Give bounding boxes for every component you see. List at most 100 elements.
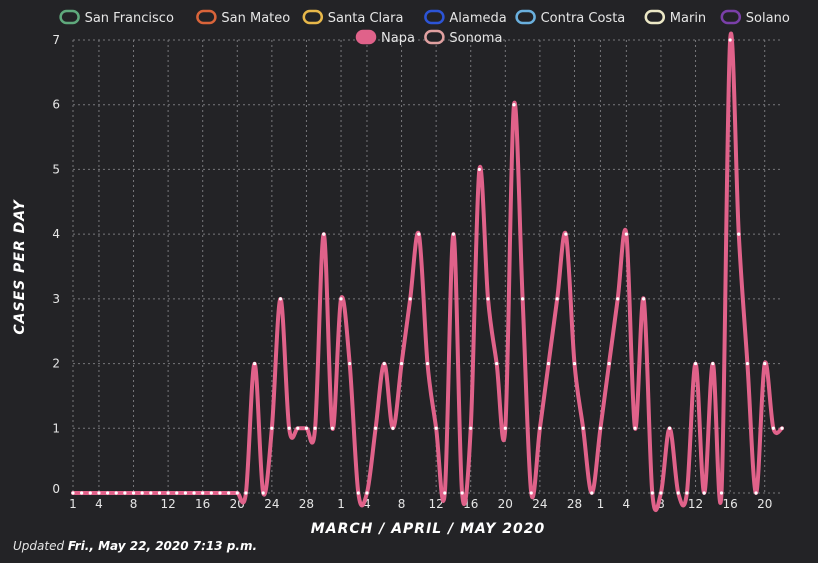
data-point[interactable] [201,491,205,495]
data-point[interactable] [521,297,525,301]
data-point[interactable] [131,491,136,495]
data-point[interactable] [512,103,516,107]
legend-item-contra-costa[interactable]: Contra Costa [515,9,626,26]
data-point[interactable] [339,297,343,301]
data-point[interactable] [88,491,92,495]
data-point[interactable] [252,361,257,366]
data-point[interactable] [80,491,84,495]
data-point[interactable] [763,361,767,366]
data-point[interactable] [616,297,620,301]
data-point[interactable] [685,491,689,495]
data-point[interactable] [711,361,715,366]
legend-item-san-mateo[interactable]: San Mateo [196,9,290,26]
data-point[interactable] [659,491,663,495]
data-point[interactable] [313,426,317,430]
data-point[interactable] [676,491,680,495]
chart-grid [72,39,782,494]
data-point[interactable] [642,297,646,301]
data-point[interactable] [546,361,551,366]
legend-item-napa[interactable]: Napa [355,29,415,46]
legend[interactable]: San Francisco San Mateo Santa Clara Alameda… [59,9,790,46]
data-point[interactable] [192,491,196,495]
data-point[interactable] [477,167,481,172]
data-point[interactable] [460,491,464,495]
data-point[interactable] [157,491,162,495]
data-point[interactable] [780,426,784,430]
data-point[interactable] [322,232,326,236]
data-point[interactable] [71,491,75,495]
data-point[interactable] [287,426,291,430]
x-tick-label: 20 [498,497,513,511]
data-point[interactable] [399,361,404,366]
data-point[interactable] [123,491,127,495]
data-point[interactable] [719,491,724,495]
data-point[interactable] [572,361,577,366]
data-point[interactable] [304,426,309,430]
data-point[interactable] [443,491,447,495]
data-point[interactable] [771,426,775,430]
data-point[interactable] [166,491,170,495]
data-point[interactable] [581,426,585,430]
data-point[interactable] [503,426,507,430]
data-point[interactable] [227,491,231,495]
data-point[interactable] [244,491,248,495]
data-point[interactable] [209,491,213,495]
data-point[interactable] [408,297,412,301]
data-point[interactable] [348,361,352,366]
data-point[interactable] [555,297,559,301]
data-point[interactable] [434,426,438,430]
data-point[interactable] [149,491,153,495]
data-point[interactable] [356,491,360,495]
data-point[interactable] [754,491,758,495]
legend-item-sonoma[interactable]: Sonoma [424,29,502,46]
data-point[interactable] [538,426,542,430]
data-point[interactable] [650,491,654,495]
data-point[interactable] [365,491,369,495]
data-point[interactable] [486,297,490,301]
data-point[interactable] [624,232,628,236]
legend-label: San Mateo [221,11,290,26]
data-point[interactable] [702,491,706,495]
data-point[interactable] [425,361,430,366]
data-point[interactable] [278,297,283,301]
data-point[interactable] [469,426,473,430]
data-point[interactable] [97,491,101,495]
legend-item-santa-clara[interactable]: Santa Clara [302,9,404,26]
data-point[interactable] [296,426,300,430]
data-point[interactable] [183,491,188,495]
data-point[interactable] [693,361,698,366]
data-point[interactable] [495,361,499,366]
data-point[interactable] [607,361,611,366]
data-point[interactable] [235,491,239,495]
legend-item-alameda[interactable]: Alameda [424,9,507,26]
legend-label: Contra Costa [541,11,626,26]
data-point[interactable] [529,491,533,495]
data-point[interactable] [114,491,118,495]
data-point[interactable] [667,426,672,430]
data-point[interactable] [330,426,334,430]
y-tick-label: 1 [52,421,60,435]
legend-item-solano[interactable]: Solano [720,9,790,26]
data-point[interactable] [391,426,395,430]
data-point[interactable] [745,361,750,366]
data-point[interactable] [175,491,179,495]
data-point[interactable] [598,426,603,430]
data-point[interactable] [270,426,274,430]
data-point[interactable] [451,232,456,236]
data-point[interactable] [590,491,594,495]
data-point[interactable] [140,491,144,495]
data-point[interactable] [382,361,386,366]
data-point[interactable] [564,232,568,236]
y-tick-label: 6 [52,98,60,112]
legend-item-marin[interactable]: Marin [644,9,706,26]
data-point[interactable] [728,38,732,42]
legend-item-san-francisco[interactable]: San Francisco [59,9,174,26]
data-point[interactable] [417,232,421,236]
data-point[interactable] [633,426,637,430]
data-point[interactable] [105,491,110,495]
data-point[interactable] [374,426,378,430]
data-point[interactable] [218,491,222,495]
data-point[interactable] [737,232,741,236]
data-point[interactable] [261,491,265,495]
